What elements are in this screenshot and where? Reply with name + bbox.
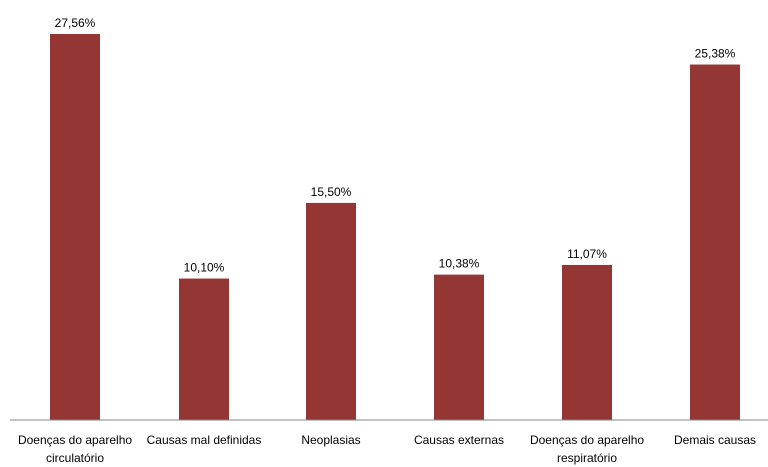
bar-1 — [50, 34, 100, 420]
category-label-line: Causas mal definidas — [147, 433, 262, 447]
category-label-line: Causas externas — [414, 433, 504, 447]
category-label-4: Causas externas — [414, 433, 504, 447]
bar-6 — [690, 64, 740, 420]
category-label-2: Causas mal definidas — [147, 433, 262, 447]
category-label-1: Doenças do aparelho circulatório — [18, 433, 132, 465]
value-label-2: 10,10% — [184, 261, 225, 275]
value-label-3: 15,50% — [311, 185, 352, 199]
value-labels-group: 27,56% 10,10% 15,50% 10,38% 11,07% 25,38% — [55, 16, 736, 275]
category-label-line: respiratório — [557, 451, 617, 465]
category-label-line: circulatório — [46, 451, 104, 465]
bar-5 — [562, 264, 612, 420]
category-label-3: Neoplasias — [301, 433, 360, 447]
category-labels-group: Doenças do aparelho circulatório Causas ma… — [18, 433, 756, 465]
value-label-6: 25,38% — [695, 47, 736, 61]
bar-2 — [179, 278, 229, 420]
category-label-line: Neoplasias — [301, 433, 360, 447]
value-label-1: 27,56% — [55, 16, 96, 30]
category-label-line: Doenças do aparelho — [18, 433, 132, 447]
category-label-line: Doenças do aparelho — [530, 433, 644, 447]
bar-3 — [306, 202, 356, 420]
value-label-5: 11,07% — [567, 247, 607, 261]
bars-group — [50, 34, 740, 420]
bar-4 — [434, 274, 484, 420]
value-label-4: 10,38% — [439, 257, 480, 271]
category-label-line: Demais causas — [674, 433, 756, 447]
category-label-6: Demais causas — [674, 433, 756, 447]
category-label-5: Doenças do aparelho respiratório — [530, 433, 644, 465]
